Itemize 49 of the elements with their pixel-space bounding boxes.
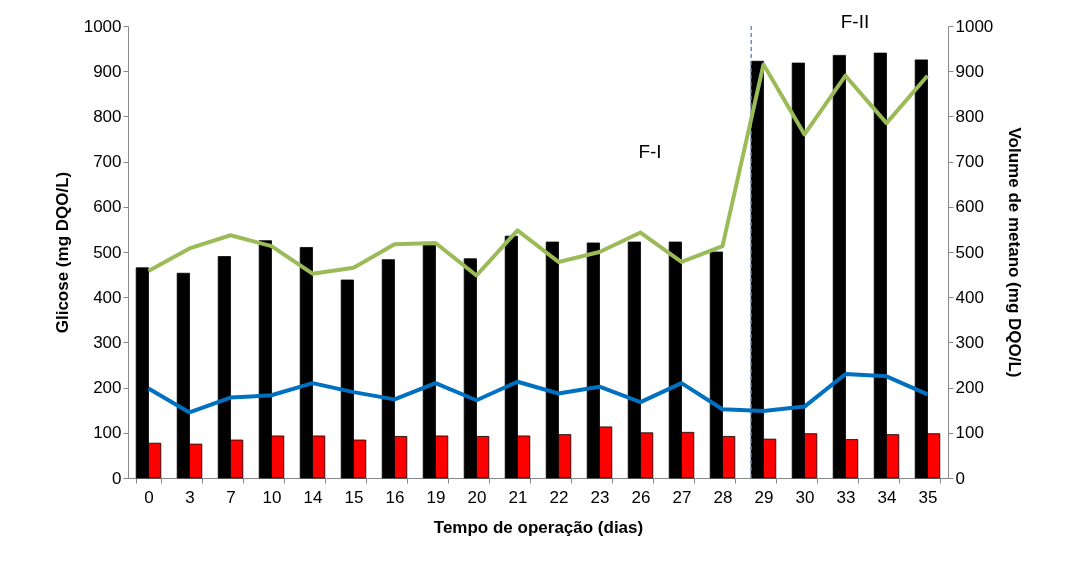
y-tick-label: 800 (93, 106, 122, 126)
y2-tick-label: 700 (955, 152, 984, 172)
y2-tick-label: 300 (955, 332, 984, 352)
x-tick-label: 0 (144, 487, 154, 507)
y2-tick-label: 400 (955, 287, 984, 307)
x-tick-label: 3 (185, 487, 195, 507)
y-tick-label: 900 (93, 61, 122, 81)
x-tick-label: 35 (918, 487, 938, 507)
x-tick-label: 19 (426, 487, 446, 507)
x-axis-title: Tempo de operação (dias) (433, 517, 644, 537)
x-tick-label: 10 (262, 487, 282, 507)
y-tick-label: 500 (93, 242, 122, 262)
y-tick-label: 0 (112, 468, 122, 488)
y2-tick-label: 900 (955, 61, 984, 81)
x-tick-label: 29 (754, 487, 774, 507)
annotation: F-II (840, 11, 870, 32)
x-tick-label: 27 (672, 487, 692, 507)
y2-axis-title: Volume de metano (mg DQO/L) (1005, 127, 1025, 378)
y-tick-label: 600 (93, 197, 122, 217)
x-tick-label: 26 (631, 487, 651, 507)
x-tick-label: 34 (877, 487, 897, 507)
x-tick-label: 33 (836, 487, 856, 507)
x-tick-label: 21 (508, 487, 528, 507)
x-tick-label: 30 (795, 487, 815, 507)
x-tick-label: 14 (303, 487, 323, 507)
y-axis-title: Glicose (mg DQO/L) (52, 171, 72, 334)
line-series (146, 62, 930, 278)
annotation: F-I (638, 141, 662, 162)
y2-tick-label: 800 (955, 106, 984, 126)
y2-tick-label: 0 (955, 468, 965, 488)
x-tick-label: 16 (385, 487, 405, 507)
y2-tick-label: 200 (955, 378, 984, 398)
x-tick-label: 7 (226, 487, 236, 507)
y2-tick-label: 500 (955, 242, 984, 262)
y-tick-label: 300 (93, 332, 122, 352)
x-tick-label: 28 (713, 487, 733, 507)
x-tick-label: 20 (467, 487, 487, 507)
y-tick-label: 700 (93, 152, 122, 172)
x-tick-label: 15 (344, 487, 364, 507)
line-series (146, 372, 930, 415)
y2-tick-label: 600 (955, 197, 984, 217)
y2-tick-label: 1000 (955, 16, 994, 36)
y-tick-label: 200 (93, 378, 122, 398)
y-tick-label: 400 (93, 287, 122, 307)
y-tick-label: 100 (93, 423, 122, 443)
x-tick-label: 22 (549, 487, 569, 507)
x-tick-label: 23 (590, 487, 610, 507)
y2-tick-label: 100 (955, 423, 984, 443)
y-tick-label: 1000 (83, 16, 122, 36)
